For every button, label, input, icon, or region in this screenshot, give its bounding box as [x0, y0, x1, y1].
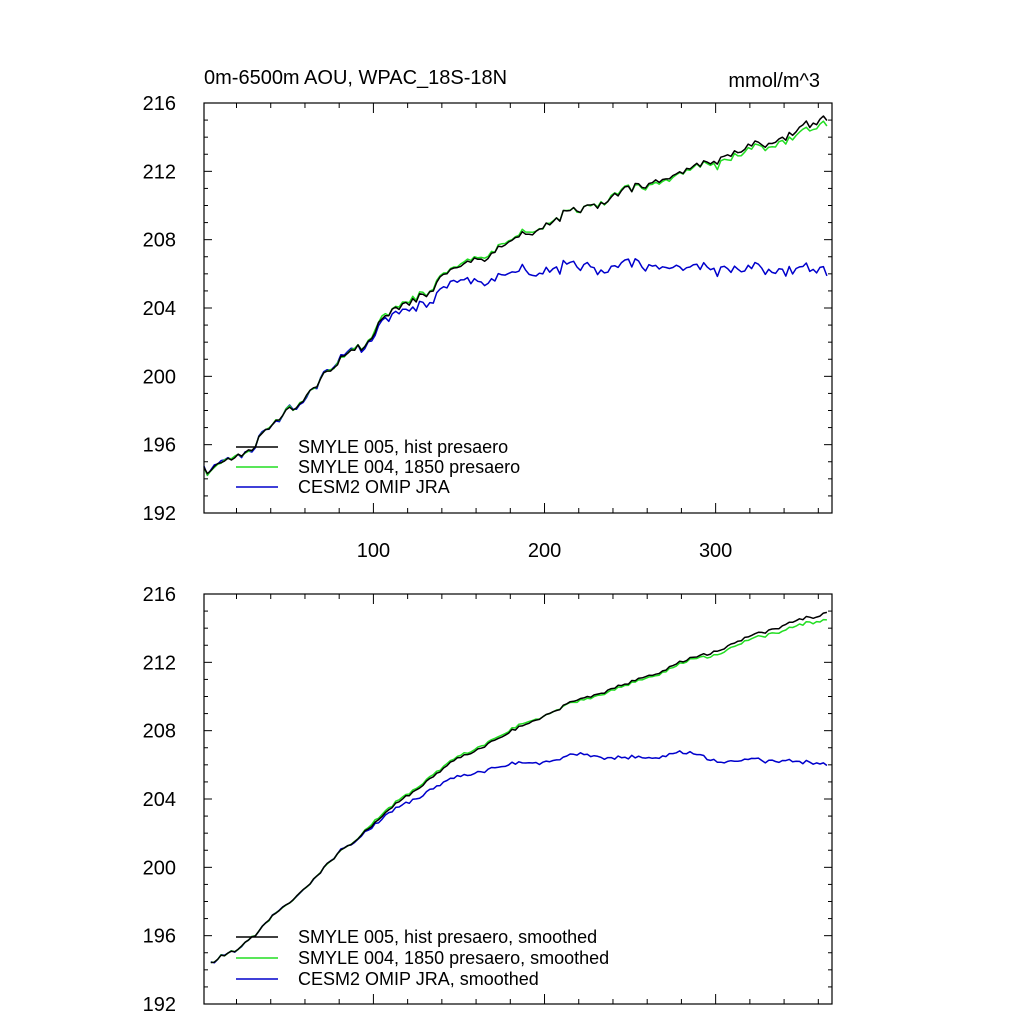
y-tick-label: 216	[143, 584, 176, 606]
bottom-panel-series	[210, 611, 828, 964]
y-tick-label: 208	[143, 721, 176, 743]
y-tick-label: 212	[143, 161, 176, 183]
y-tick-label: 204	[143, 789, 176, 811]
y-tick-label: 196	[143, 435, 176, 457]
y-tick-label: 216	[143, 93, 176, 115]
y-tick-label: 204	[143, 298, 176, 320]
series-line-1	[210, 618, 827, 964]
legend-label: CESM2 OMIP JRA, smoothed	[298, 969, 539, 989]
y-tick-label: 212	[143, 652, 176, 674]
y-tick-label: 192	[143, 503, 176, 525]
legend-label: SMYLE 005, hist presaero, smoothed	[298, 927, 597, 947]
top-panel-series	[203, 115, 828, 477]
series-line-1	[203, 120, 828, 477]
x-tick-label: 100	[357, 540, 390, 562]
y-tick-label: 200	[143, 857, 176, 879]
top-panel-ticks: 192 196 200 204 208 212 216 100 200 300	[143, 93, 832, 562]
bottom-panel-legend: SMYLE 005, hist presaero, smoothedSMYLE …	[236, 927, 609, 989]
legend-label: SMYLE 004, 1850 presaero	[298, 457, 520, 477]
legend-label: SMYLE 005, hist presaero	[298, 437, 508, 457]
legend-label: CESM2 OMIP JRA	[298, 477, 450, 497]
x-tick-label: 200	[528, 540, 561, 562]
series-line-0	[210, 611, 828, 964]
y-tick-label: 192	[143, 994, 176, 1016]
top-panel-title: 0m-6500m AOU, WPAC_18S-18N	[204, 67, 507, 89]
bottom-panel-ticks: 192 196 200 204 208 212 216	[143, 584, 832, 1016]
legend-label: SMYLE 004, 1850 presaero, smoothed	[298, 948, 609, 968]
bottom-panel: 192 196 200 204 208 212 216 SMYLE 005, hist pr…	[143, 584, 833, 1016]
top-panel: 0m-6500m AOU, WPAC_18S-18N mmol/m^3 1921…	[143, 67, 833, 562]
top-panel-units: mmol/m^3	[728, 70, 820, 92]
y-tick-label: 196	[143, 926, 176, 948]
y-tick-label: 208	[143, 230, 176, 252]
y-tick-label: 200	[143, 366, 176, 388]
x-tick-label: 300	[699, 540, 732, 562]
series-line-0	[203, 115, 828, 475]
